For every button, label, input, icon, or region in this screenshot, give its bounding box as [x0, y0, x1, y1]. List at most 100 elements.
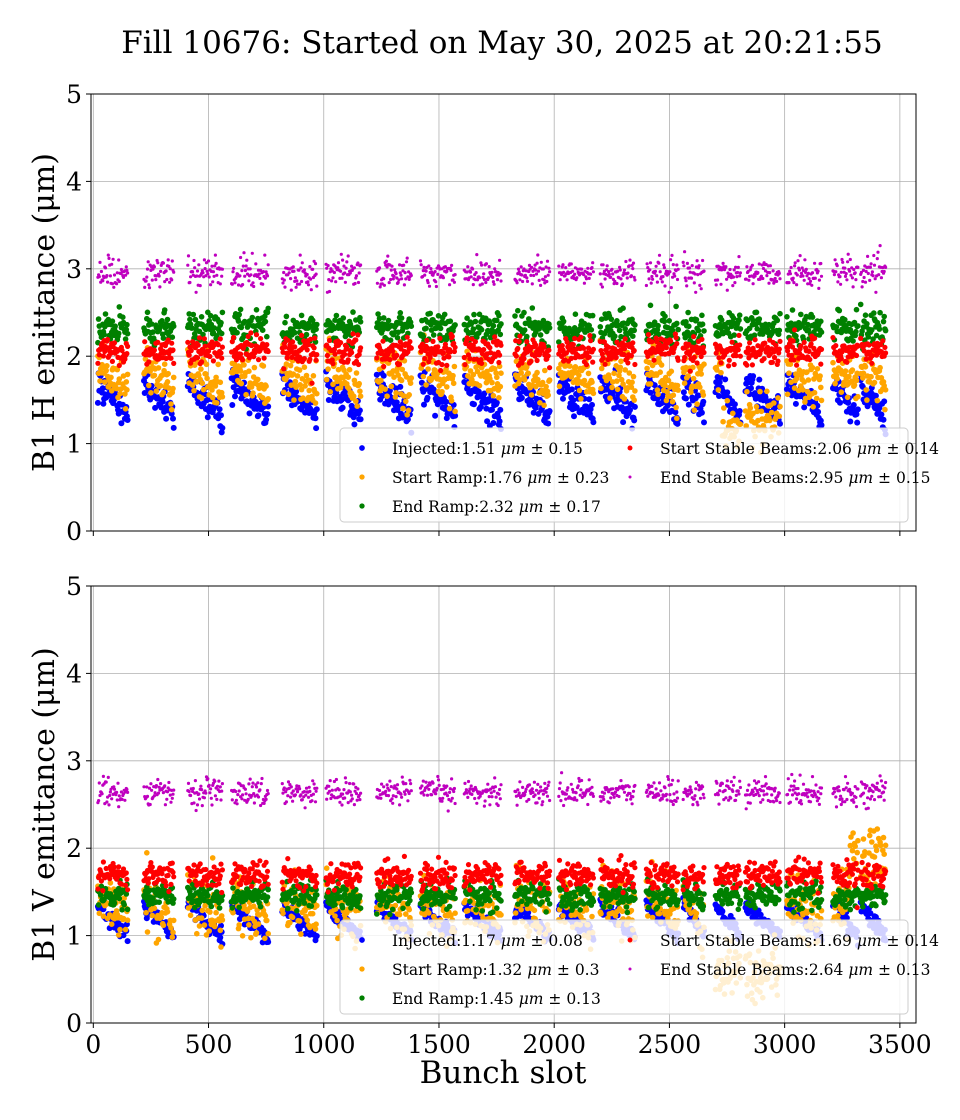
data-point — [314, 272, 318, 276]
data-point — [792, 327, 798, 333]
data-point — [590, 390, 597, 397]
data-point — [670, 253, 674, 257]
data-point — [747, 405, 754, 411]
data-point — [97, 378, 103, 384]
data-point — [478, 326, 485, 333]
data-point — [345, 260, 349, 264]
data-point — [545, 353, 551, 359]
data-point — [399, 273, 403, 277]
data-point — [866, 342, 872, 348]
data-point — [161, 307, 168, 313]
data-point — [161, 361, 168, 368]
data-point — [490, 420, 497, 426]
data-point — [452, 408, 458, 415]
data-point — [342, 351, 348, 357]
data-point — [833, 258, 837, 262]
data-point — [546, 408, 553, 414]
data-point — [350, 331, 356, 337]
data-point — [378, 285, 382, 289]
data-point — [631, 403, 638, 410]
data-point — [219, 355, 225, 361]
data-point — [676, 267, 680, 271]
data-point — [112, 285, 116, 289]
y-tick-label: 5 — [66, 80, 82, 109]
data-point — [682, 354, 688, 361]
data-point — [218, 350, 224, 356]
data-point — [736, 332, 742, 338]
data-point — [589, 312, 596, 319]
data-point — [537, 278, 541, 282]
data-point — [618, 358, 624, 365]
data-point — [150, 278, 154, 282]
data-point — [323, 376, 330, 383]
data-point — [882, 327, 889, 334]
data-point — [472, 339, 478, 345]
data-point — [625, 360, 631, 366]
data-point — [243, 274, 247, 278]
data-point — [292, 378, 299, 385]
data-point — [869, 360, 875, 366]
data-point — [875, 257, 879, 261]
data-point — [675, 263, 679, 267]
data-point — [842, 368, 849, 374]
data-point — [351, 421, 358, 428]
data-point — [729, 339, 735, 345]
data-point — [544, 265, 548, 269]
data-point — [629, 274, 634, 278]
data-point — [851, 285, 855, 289]
data-point — [632, 388, 638, 394]
data-point — [103, 266, 108, 270]
data-point — [189, 275, 193, 279]
data-point — [382, 283, 386, 287]
data-point — [839, 282, 843, 286]
data-point — [701, 361, 707, 368]
data-point — [111, 340, 118, 346]
data-point — [616, 327, 623, 334]
data-point — [848, 257, 852, 262]
data-point — [852, 267, 856, 272]
data-point — [201, 271, 205, 275]
data-point — [313, 425, 320, 432]
data-point — [672, 409, 679, 416]
data-point — [536, 269, 541, 273]
y-tick-label: 3 — [66, 255, 82, 284]
data-point — [684, 279, 688, 283]
data-point — [736, 312, 743, 319]
data-point — [124, 938, 131, 945]
data-point — [857, 301, 864, 308]
data-point — [866, 271, 870, 276]
data-point — [688, 270, 692, 274]
data-point — [680, 389, 687, 396]
data-point — [452, 344, 458, 350]
data-point — [657, 253, 662, 257]
data-point — [165, 370, 171, 377]
data-point — [110, 282, 114, 286]
data-point — [670, 392, 677, 399]
data-point — [699, 321, 706, 328]
data-point — [498, 342, 504, 348]
data-point — [487, 345, 493, 351]
data-point — [737, 255, 741, 259]
data-point — [333, 312, 340, 319]
data-point — [158, 285, 162, 289]
data-point — [324, 352, 330, 359]
data-point — [587, 332, 593, 339]
data-point — [209, 394, 216, 401]
data-point — [491, 275, 495, 279]
data-point — [341, 258, 345, 262]
data-point — [564, 339, 570, 345]
data-point — [620, 305, 626, 312]
data-point — [325, 266, 329, 270]
data-point — [818, 329, 825, 336]
data-point — [795, 273, 799, 277]
data-point — [649, 339, 655, 345]
data-point — [95, 360, 101, 366]
data-point — [169, 340, 175, 346]
data-point — [542, 367, 548, 374]
data-point — [537, 332, 544, 338]
data-point — [530, 409, 537, 416]
data-point — [791, 357, 797, 363]
data-point — [751, 282, 755, 286]
data-point — [621, 396, 628, 402]
data-point — [647, 389, 654, 396]
